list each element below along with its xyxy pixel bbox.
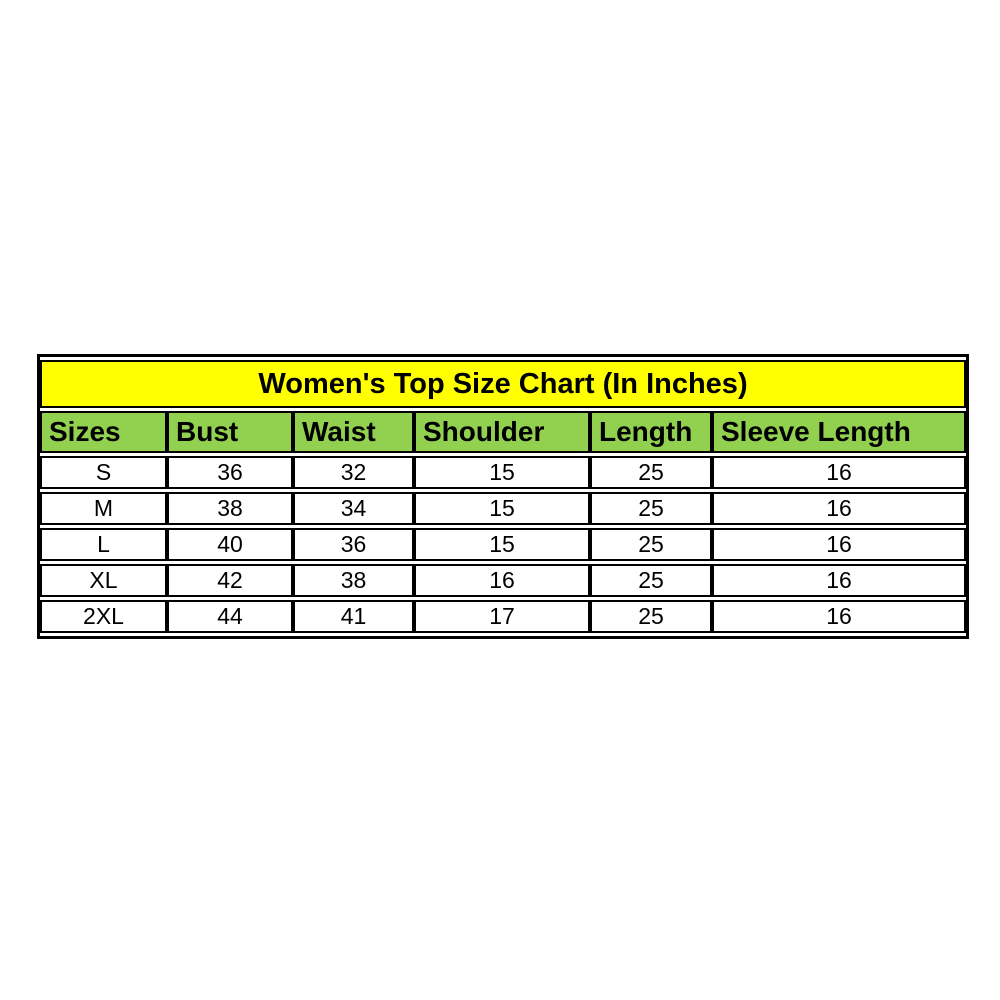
measurement-cell: 34 [293, 492, 414, 525]
title-row: Women's Top Size Chart (In Inches) [40, 360, 966, 408]
measurement-cell: 40 [167, 528, 293, 561]
measurement-cell: 16 [712, 564, 966, 597]
size-chart-container: Women's Top Size Chart (In Inches) Sizes… [37, 354, 969, 639]
table-row-2xl: 2XL 44 41 17 25 16 [40, 600, 966, 633]
measurement-cell: 16 [414, 564, 590, 597]
header-row: Sizes Bust Waist Shoulder Length Sleeve Lengt… [40, 411, 966, 453]
measurement-cell: 15 [414, 492, 590, 525]
column-header-waist: Waist [293, 411, 414, 453]
table-body: S 36 32 15 25 16 M 38 34 15 25 16 L 40 36 15 25 16 XL 42 38 1… [40, 456, 966, 633]
measurement-cell: 16 [712, 528, 966, 561]
column-header-sleeve-length: Sleeve Length [712, 411, 966, 453]
measurement-cell: 17 [414, 600, 590, 633]
measurement-cell: 15 [414, 528, 590, 561]
size-label-cell: L [40, 528, 167, 561]
measurement-cell: 44 [167, 600, 293, 633]
measurement-cell: 16 [712, 456, 966, 489]
measurement-cell: 36 [167, 456, 293, 489]
measurement-cell: 38 [167, 492, 293, 525]
table-row-xl: XL 42 38 16 25 16 [40, 564, 966, 597]
size-label-cell: XL [40, 564, 167, 597]
size-chart-table: Women's Top Size Chart (In Inches) Sizes… [37, 354, 969, 639]
measurement-cell: 25 [590, 600, 712, 633]
table-row-l: L 40 36 15 25 16 [40, 528, 966, 561]
table-row-s: S 36 32 15 25 16 [40, 456, 966, 489]
column-header-bust: Bust [167, 411, 293, 453]
table-row-m: M 38 34 15 25 16 [40, 492, 966, 525]
column-header-length: Length [590, 411, 712, 453]
measurement-cell: 15 [414, 456, 590, 489]
size-label-cell: 2XL [40, 600, 167, 633]
measurement-cell: 38 [293, 564, 414, 597]
column-header-sizes: Sizes [40, 411, 167, 453]
measurement-cell: 32 [293, 456, 414, 489]
measurement-cell: 41 [293, 600, 414, 633]
size-label-cell: M [40, 492, 167, 525]
measurement-cell: 25 [590, 528, 712, 561]
measurement-cell: 42 [167, 564, 293, 597]
measurement-cell: 16 [712, 492, 966, 525]
size-label-cell: S [40, 456, 167, 489]
measurement-cell: 25 [590, 564, 712, 597]
measurement-cell: 16 [712, 600, 966, 633]
column-header-shoulder: Shoulder [414, 411, 590, 453]
measurement-cell: 25 [590, 456, 712, 489]
measurement-cell: 36 [293, 528, 414, 561]
measurement-cell: 25 [590, 492, 712, 525]
chart-title: Women's Top Size Chart (In Inches) [40, 360, 966, 408]
